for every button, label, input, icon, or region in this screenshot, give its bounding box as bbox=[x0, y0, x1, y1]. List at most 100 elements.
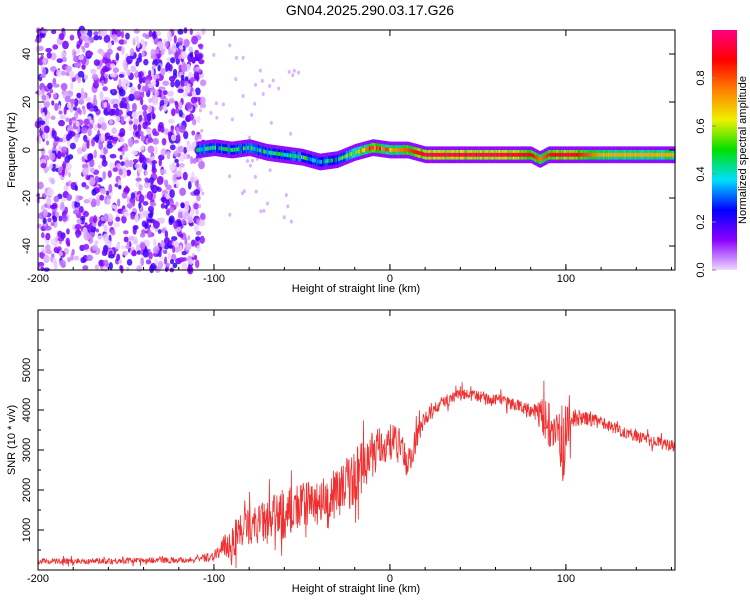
noise-blob bbox=[152, 246, 160, 254]
noise-blob bbox=[150, 53, 158, 60]
ridge-core bbox=[475, 152, 478, 157]
ridge-core bbox=[559, 152, 562, 157]
ridge-core bbox=[617, 152, 620, 157]
noise-blob bbox=[152, 30, 156, 40]
noise-blob bbox=[164, 41, 169, 48]
noise-blob bbox=[147, 104, 153, 113]
ridge-core bbox=[440, 152, 442, 157]
ridge-core bbox=[447, 152, 450, 157]
ridge-core bbox=[338, 157, 340, 162]
noise-blob bbox=[45, 232, 51, 241]
noise-blob bbox=[73, 55, 80, 63]
ridge-core bbox=[445, 152, 447, 157]
ridge-core bbox=[249, 145, 251, 150]
noise-blob bbox=[97, 235, 103, 240]
ridge-core bbox=[437, 152, 440, 157]
ridge-core bbox=[494, 152, 496, 157]
ridge-core bbox=[238, 147, 240, 152]
noise-blob bbox=[74, 136, 79, 143]
noise-blob bbox=[45, 47, 52, 53]
noise-blob bbox=[143, 182, 151, 189]
noise-blob bbox=[71, 248, 75, 256]
noise-blob bbox=[132, 226, 137, 235]
ridge-core bbox=[581, 152, 584, 157]
noise-blob bbox=[123, 39, 128, 45]
noise-blob bbox=[111, 89, 115, 94]
ridge-core bbox=[213, 145, 216, 150]
noise-blob bbox=[120, 245, 126, 250]
ridge-core bbox=[365, 147, 367, 152]
noise-blob bbox=[141, 50, 145, 58]
noise-blob bbox=[103, 259, 109, 267]
noise-blob bbox=[173, 35, 177, 44]
snr-series-line bbox=[37, 380, 676, 569]
noise-blob bbox=[157, 65, 161, 72]
ridge-core bbox=[347, 153, 350, 158]
noise-blob bbox=[81, 182, 87, 188]
noise-blob bbox=[58, 251, 63, 257]
noise-blob bbox=[228, 43, 232, 48]
ridge-core bbox=[281, 152, 283, 157]
spectrogram-xtick-label: -100 bbox=[203, 273, 225, 285]
ridge-core bbox=[519, 152, 521, 157]
noise-blob bbox=[120, 102, 127, 109]
ridge-core bbox=[514, 152, 516, 157]
noise-blob bbox=[80, 87, 84, 96]
noise-blob bbox=[59, 259, 66, 267]
noise-blob bbox=[169, 144, 176, 151]
noise-blob bbox=[146, 113, 152, 122]
noise-blob bbox=[116, 253, 121, 262]
noise-blob bbox=[193, 254, 198, 261]
noise-blob bbox=[121, 192, 128, 199]
ridge-core bbox=[610, 152, 612, 157]
ridge-core bbox=[547, 153, 549, 158]
noise-blob bbox=[118, 259, 123, 264]
noise-blob bbox=[126, 169, 132, 176]
ridge-core bbox=[377, 146, 379, 151]
noise-blob bbox=[168, 215, 175, 224]
noise-blob bbox=[61, 214, 68, 222]
noise-blob bbox=[82, 265, 89, 271]
noise-blob bbox=[131, 250, 137, 257]
ridge-core bbox=[245, 146, 248, 150]
ridge-core bbox=[584, 152, 586, 157]
ridge-core bbox=[421, 151, 424, 156]
noise-blob bbox=[140, 145, 145, 151]
noise-blob bbox=[124, 159, 131, 168]
noise-blob bbox=[118, 73, 125, 78]
noise-blob bbox=[74, 112, 79, 120]
ridge-core bbox=[225, 147, 228, 152]
noise-blob bbox=[50, 222, 55, 227]
noise-blob bbox=[138, 71, 144, 78]
noise-blob bbox=[52, 77, 57, 85]
ridge-core bbox=[574, 152, 576, 157]
noise-blob bbox=[168, 119, 174, 124]
ridge-core bbox=[227, 147, 229, 152]
noise-blob bbox=[92, 244, 98, 251]
ridge-core bbox=[229, 147, 232, 152]
ridge-core bbox=[536, 155, 538, 160]
ridge-core bbox=[552, 152, 554, 157]
noise-blob bbox=[90, 167, 96, 173]
ridge-core bbox=[483, 152, 485, 157]
ridge-core bbox=[350, 152, 352, 157]
noise-blob bbox=[163, 103, 168, 112]
ridge-core bbox=[578, 152, 580, 157]
noise-blob bbox=[142, 210, 150, 218]
noise-blob bbox=[187, 82, 191, 89]
noise-blob bbox=[76, 44, 80, 49]
ridge-core bbox=[456, 152, 458, 157]
noise-blob bbox=[56, 69, 62, 78]
noise-blob bbox=[165, 64, 169, 73]
noise-blob bbox=[146, 128, 152, 135]
noise-blob bbox=[77, 107, 81, 113]
colorbar-label: Normalized spectral amplitude bbox=[737, 76, 749, 224]
noise-blob bbox=[195, 230, 202, 236]
noise-blob bbox=[188, 258, 194, 265]
noise-blob bbox=[69, 34, 75, 41]
noise-blob bbox=[63, 106, 67, 115]
noise-blob bbox=[174, 51, 179, 60]
noise-blob bbox=[37, 57, 44, 66]
noise-blob bbox=[145, 259, 152, 265]
ridge-core bbox=[246, 145, 249, 150]
